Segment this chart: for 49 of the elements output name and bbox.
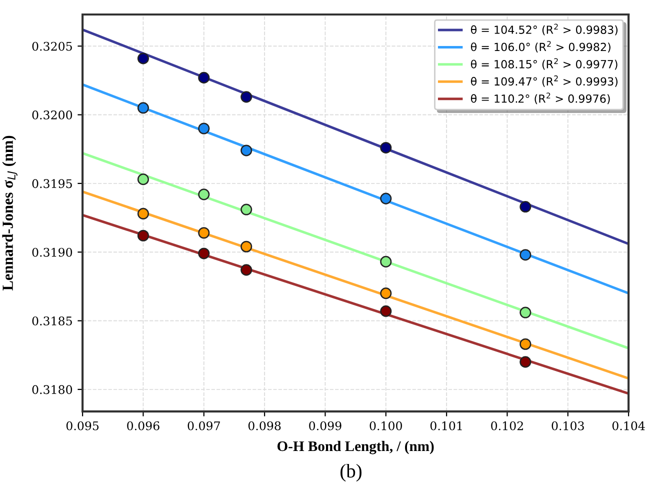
- point: [240, 240, 252, 252]
- point: [198, 72, 210, 84]
- legend-label: θ = 104.52° (R$^{2}$ > 0.9983): [470, 24, 618, 36]
- point: [520, 306, 532, 318]
- x-tick-label: 0.100: [370, 421, 402, 430]
- point: [137, 102, 149, 114]
- y-tick-label: 0.3200: [32, 110, 72, 120]
- y-axis-title: Lennard-Jones σ$_{LJ}$ (nm): [2, 136, 18, 290]
- y-tick-label: 0.3195: [32, 179, 72, 188]
- x-axis-title: O-H Bond Length, / (nm): [277, 440, 434, 454]
- point: [137, 174, 149, 186]
- point: [520, 356, 532, 368]
- y-tick-label: 0.3205: [32, 42, 72, 51]
- point: [137, 208, 149, 220]
- point: [380, 192, 392, 204]
- x-tick-label: 0.104: [612, 421, 645, 430]
- legend-label: θ = 108.15° (R$^{2}$ > 0.9977): [470, 58, 618, 70]
- y-tick-label: 0.3180: [32, 385, 72, 394]
- point: [240, 204, 252, 216]
- point: [198, 188, 210, 200]
- point: [137, 230, 149, 242]
- x-tick-label: 0.101: [430, 421, 462, 430]
- legend-label: θ = 106.0° (R$^{2}$ > 0.9982): [470, 40, 610, 52]
- x-tick-label: 0.102: [491, 421, 523, 430]
- x-tick-label: 0.099: [309, 421, 342, 430]
- legend-label: θ = 109.47° (R$^{2}$ > 0.9993): [470, 75, 618, 87]
- point: [198, 122, 210, 134]
- text: (b): [340, 464, 362, 482]
- legend-label: θ = 110.2° (R$^{2}$ > 0.9976): [470, 92, 610, 104]
- point: [380, 305, 392, 317]
- point: [240, 264, 252, 276]
- x-tick-label: 0.097: [188, 421, 220, 430]
- point: [240, 91, 252, 103]
- x-tick-label: 0.103: [552, 421, 584, 430]
- x-tick-label: 0.095: [66, 421, 99, 430]
- point: [380, 142, 392, 154]
- y-tick-label: 0.3185: [32, 316, 72, 326]
- point: [198, 248, 210, 260]
- x-tick-label: 0.098: [248, 421, 281, 430]
- point: [380, 256, 392, 268]
- point: [198, 227, 210, 239]
- point: [380, 288, 392, 300]
- point: [520, 201, 532, 213]
- point: [520, 338, 532, 350]
- point: [520, 249, 532, 261]
- x-tick-label: 0.096: [127, 421, 160, 430]
- point: [240, 144, 252, 156]
- y-tick-label: 0.3190: [32, 248, 72, 257]
- point: [137, 52, 149, 64]
